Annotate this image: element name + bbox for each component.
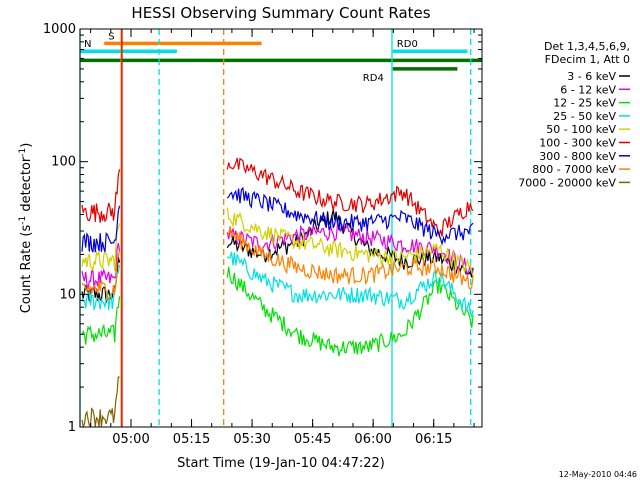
y-axis-label: Count Rate (s-1 detector-1)	[18, 143, 34, 314]
flag-label: RD4	[363, 73, 384, 84]
legend-entry-label: 3 - 6 keV	[567, 70, 616, 83]
chart-title: HESSI Observing Summary Count Rates	[131, 4, 430, 22]
series-line-pre	[81, 296, 121, 345]
x-tick-label: 05:00	[112, 432, 149, 447]
legend-header: FDecim 1, Att 0	[545, 53, 630, 66]
flag-label: RD0	[397, 39, 418, 50]
series-line-post	[226, 157, 474, 238]
legend-header: Det 1,3,4,5,6,9,	[544, 40, 630, 53]
series-line-pre	[81, 169, 121, 223]
x-axis-label: Start Time (19-Jan-10 04:47:22)	[177, 456, 385, 471]
vlines-layer	[79, 29, 472, 427]
plot-frame	[79, 28, 483, 428]
legend-entry-label: 800 - 7000 keV	[532, 163, 616, 176]
x-tick-label: 06:00	[354, 432, 391, 447]
y-tick-label: 1000	[43, 22, 76, 37]
y-tick-label: 1	[68, 420, 76, 435]
y-axis-label-end: )	[19, 143, 34, 148]
y-tick-label: 100	[51, 155, 76, 170]
y-axis: 1 10 100 1000	[43, 22, 482, 435]
flag-label: N	[84, 39, 91, 50]
series-line-post	[226, 186, 474, 246]
y-axis-label-sup1: -1	[18, 216, 28, 225]
x-tick-label: 06:15	[415, 432, 452, 447]
x-axis: 05:00 05:15 05:30 05:45 06:00 06:15	[90, 29, 475, 447]
legend-entry-label: 7000 - 20000 keV	[518, 176, 616, 189]
legend-entry-label: 100 - 300 keV	[539, 137, 616, 150]
x-tick-label: 05:15	[173, 432, 210, 447]
x-tick-label: 05:30	[233, 432, 270, 447]
series-line-pre	[81, 223, 121, 272]
footer-timestamp: 12-May-2010 04:46	[559, 470, 637, 479]
legend-entry-label: 6 - 12 keV	[560, 83, 616, 96]
series-line-pre	[81, 205, 121, 253]
series-line-post	[226, 251, 474, 319]
series-line-post	[226, 266, 474, 357]
y-axis-label-main: Count Rate (s	[19, 225, 34, 314]
series-layer	[81, 157, 474, 429]
series-line-post	[226, 225, 474, 291]
y-axis-label-sup2: -1	[18, 148, 28, 157]
x-tick-label: 05:45	[294, 432, 331, 447]
flag-label: S	[108, 31, 114, 42]
legend-entry-label: 300 - 800 keV	[539, 150, 616, 163]
y-tick-label: 10	[59, 287, 76, 302]
y-axis-label-mid: detector	[19, 156, 34, 216]
flags-layer: S N RD0 RD4	[80, 31, 482, 84]
series-line-pre	[81, 250, 121, 301]
series-line-post	[226, 221, 474, 277]
legend-entry-label: 25 - 50 keV	[553, 110, 616, 123]
legend: Det 1,3,4,5,6,9,FDecim 1, Att 0 3 - 6 keV…	[518, 40, 630, 189]
series-line-pre	[81, 264, 121, 311]
legend-entry-label: 50 - 100 keV	[546, 123, 616, 136]
legend-entry-label: 12 - 25 keV	[553, 97, 616, 110]
series-line-pre	[81, 376, 120, 429]
series-line-post	[226, 207, 474, 277]
